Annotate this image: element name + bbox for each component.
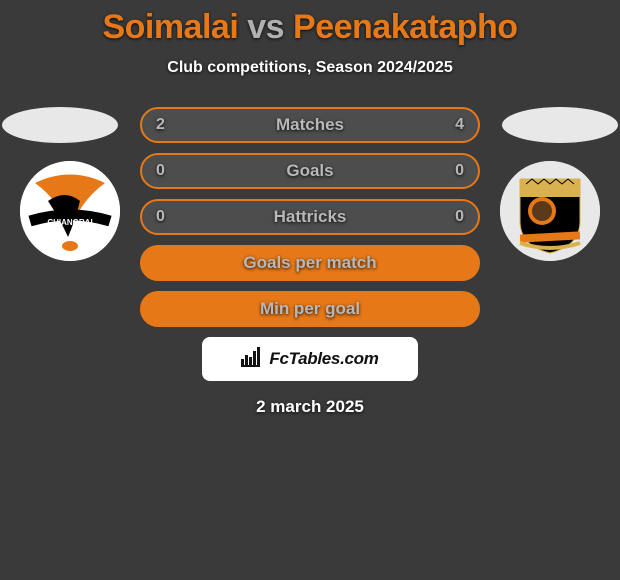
stat-label: Goals bbox=[286, 161, 333, 181]
left-accent-ellipse bbox=[2, 107, 118, 143]
subtitle: Club competitions, Season 2024/2025 bbox=[0, 59, 620, 77]
left-club-logo: CHIANGRAI bbox=[20, 161, 120, 261]
brand-text: FcTables.com bbox=[269, 349, 378, 369]
stat-left-value: 2 bbox=[156, 116, 165, 134]
brand-badge[interactable]: FcTables.com bbox=[202, 337, 418, 381]
stat-right-value: 0 bbox=[455, 162, 464, 180]
stat-row-min-per-goal: Min per goal bbox=[140, 291, 480, 327]
stat-label: Goals per match bbox=[243, 253, 376, 273]
title-left: Soimalai bbox=[102, 8, 238, 46]
stat-left-value: 0 bbox=[156, 162, 165, 180]
stat-row-matches: 2 Matches 4 bbox=[140, 107, 480, 143]
right-accent-ellipse bbox=[502, 107, 618, 143]
stat-right-value: 4 bbox=[455, 116, 464, 134]
stat-row-hattricks: 0 Hattricks 0 bbox=[140, 199, 480, 235]
stat-left-value: 0 bbox=[156, 208, 165, 226]
comparison-panel: CHIANGRAI 2 Matches 4 0 Goals 0 0 H bbox=[0, 107, 620, 417]
stat-label: Min per goal bbox=[260, 299, 360, 319]
title-right: Peenakatapho bbox=[293, 8, 518, 46]
svg-text:CHIANGRAI: CHIANGRAI bbox=[47, 218, 92, 227]
page-title: Soimalai vs Peenakatapho bbox=[0, 0, 620, 47]
stat-rows: 2 Matches 4 0 Goals 0 0 Hattricks 0 Goal… bbox=[140, 107, 480, 327]
bar-chart-icon bbox=[241, 347, 263, 372]
right-club-logo bbox=[500, 161, 600, 261]
stat-right-value: 0 bbox=[455, 208, 464, 226]
stat-label: Hattricks bbox=[274, 207, 347, 227]
title-vs: vs bbox=[247, 8, 284, 46]
stat-row-goals: 0 Goals 0 bbox=[140, 153, 480, 189]
stat-label: Matches bbox=[276, 115, 344, 135]
match-date: 2 march 2025 bbox=[0, 397, 620, 417]
stat-row-goals-per-match: Goals per match bbox=[140, 245, 480, 281]
